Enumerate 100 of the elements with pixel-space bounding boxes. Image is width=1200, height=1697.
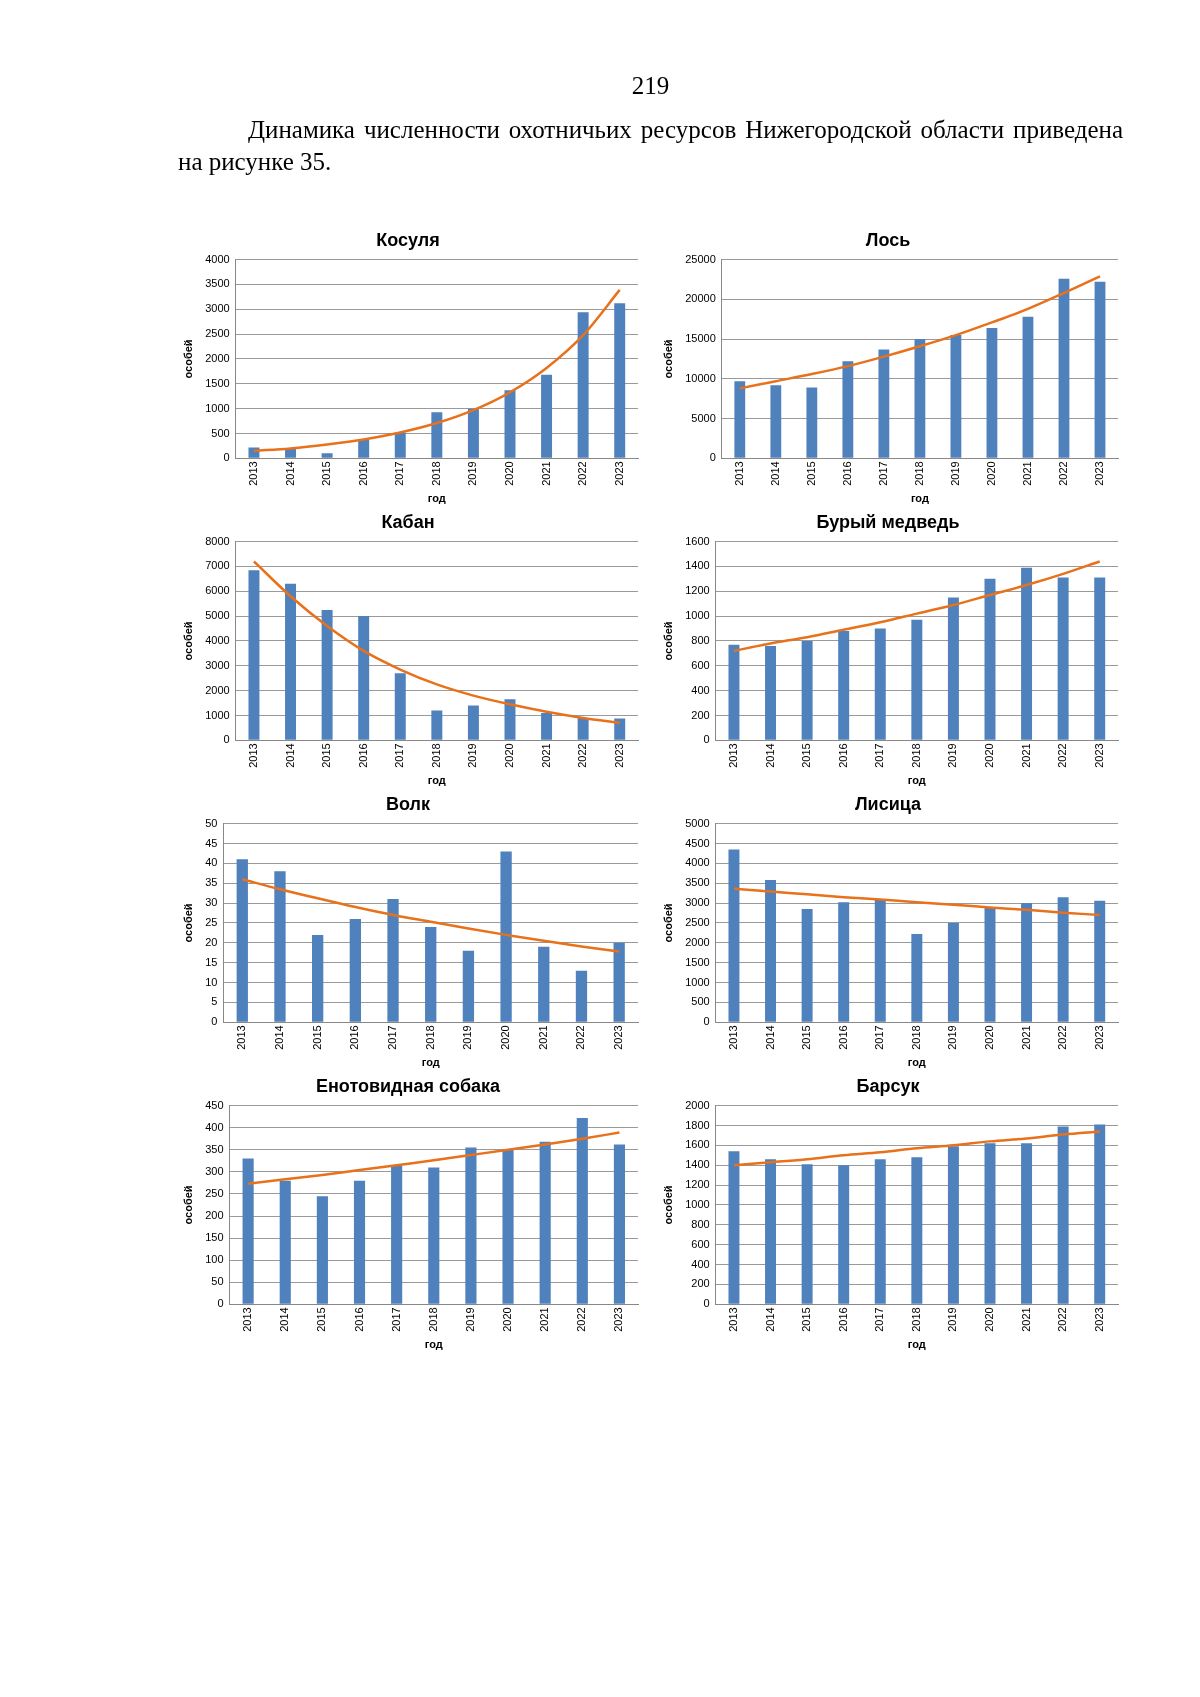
y-tick-label: 0	[709, 451, 716, 464]
y-tick-label: 6000	[205, 584, 230, 597]
chart-title: Кабан	[381, 511, 435, 532]
y-axis-title: особей	[661, 903, 674, 943]
bar	[236, 859, 248, 1022]
line-series	[732, 1130, 1101, 1167]
bar	[838, 902, 850, 1022]
bar	[728, 644, 740, 740]
bar	[838, 631, 850, 740]
y-tick-label: 3000	[205, 658, 230, 671]
bar	[614, 718, 626, 740]
x-tick-label: 2019	[463, 1307, 476, 1332]
y-tick-label: 10000	[685, 371, 716, 384]
x-tick-label: 2023	[1093, 461, 1106, 486]
y-tick-label: 45	[205, 836, 218, 849]
bar	[874, 899, 886, 1022]
y-tick-label: 50	[205, 816, 218, 829]
bar	[1058, 278, 1070, 458]
bar	[801, 640, 813, 740]
x-tick-label: 2018	[909, 743, 922, 768]
x-tick-label: 2020	[983, 743, 996, 768]
x-tick-label: 2018	[909, 1025, 922, 1050]
x-tick-label: 2018	[909, 1307, 922, 1332]
y-tick-label: 7000	[205, 559, 230, 572]
y-tick-label: 3000	[685, 896, 710, 909]
bar	[1094, 1124, 1106, 1304]
x-tick-label: 2020	[983, 1307, 996, 1332]
x-tick-label: 2015	[320, 461, 333, 486]
y-tick-label: 200	[691, 1277, 710, 1290]
y-tick-label: 1000	[205, 401, 230, 414]
x-tick-label: 2015	[800, 1307, 813, 1332]
x-tick-label: 2018	[429, 743, 442, 768]
x-tick-label: 2019	[946, 743, 959, 768]
x-tick-label: 2013	[241, 1307, 254, 1332]
x-tick-label: 2018	[429, 461, 442, 486]
bar	[431, 710, 443, 740]
x-tick-label: 2021	[539, 461, 552, 486]
bar	[911, 619, 923, 740]
bar	[321, 453, 333, 458]
y-tick-label: 1000	[685, 609, 710, 622]
x-tick-label: 2014	[278, 1307, 291, 1332]
bar	[431, 412, 443, 458]
y-tick-label: 400	[205, 1120, 224, 1133]
y-tick-label: 2500	[205, 327, 230, 340]
bar	[538, 946, 550, 1022]
x-tick-label: 2016	[836, 1307, 849, 1332]
text: 219	[630, 71, 671, 101]
x-tick-label: 2021	[1019, 1025, 1032, 1050]
bar	[467, 705, 479, 740]
x-tick-label: 2017	[393, 461, 406, 486]
y-tick-label: 3500	[205, 277, 230, 290]
bar	[1094, 577, 1106, 740]
x-tick-label: 2023	[612, 743, 625, 768]
x-tick-label: 2022	[1056, 1025, 1069, 1050]
bar	[358, 616, 370, 740]
bar	[765, 645, 777, 740]
y-tick-label: 150	[205, 1231, 224, 1244]
x-tick-label: 2016	[356, 743, 369, 768]
x-tick-label: 2022	[574, 1025, 587, 1050]
y-tick-label: 20	[205, 935, 218, 948]
y-tick-label: 1000	[205, 708, 230, 721]
y-tick-label: 10	[205, 975, 218, 988]
y-tick-label: 1600	[685, 534, 710, 547]
x-tick-label: 2016	[836, 1025, 849, 1050]
bar	[502, 1149, 514, 1304]
y-tick-label: 2000	[685, 1098, 710, 1111]
y-axis-title: особей	[661, 1185, 674, 1225]
bar	[1022, 316, 1034, 458]
y-tick-label: 30	[205, 896, 218, 909]
bar	[806, 387, 818, 458]
bar	[541, 374, 553, 458]
y-tick-label: 500	[691, 995, 710, 1008]
bar	[274, 871, 286, 1022]
x-tick-label: 2016	[836, 743, 849, 768]
bar	[500, 851, 512, 1022]
bar	[770, 385, 782, 458]
x-tick-label: 2022	[575, 1307, 588, 1332]
bar	[613, 942, 625, 1022]
y-tick-label: 3500	[685, 876, 710, 889]
bar	[984, 907, 996, 1022]
y-tick-label: 250	[205, 1186, 224, 1199]
y-tick-label: 1400	[685, 559, 710, 572]
bar	[349, 918, 361, 1022]
x-tick-label: 2018	[423, 1025, 436, 1050]
bar	[1021, 567, 1033, 740]
x-tick-label: 2020	[501, 1307, 514, 1332]
y-tick-label: 40	[205, 856, 218, 869]
x-tick-label: 2015	[320, 743, 333, 768]
x-tick-label: 2015	[800, 1025, 813, 1050]
y-axis-title: особей	[661, 339, 674, 379]
bar	[394, 673, 406, 740]
x-tick-label: 2021	[539, 743, 552, 768]
y-tick-label: 0	[211, 1015, 218, 1028]
y-tick-label: 15	[205, 955, 218, 968]
x-tick-label: 2013	[732, 461, 745, 486]
y-tick-label: 200	[205, 1209, 224, 1222]
x-tick-label: 2014	[763, 743, 776, 768]
bar	[914, 339, 926, 458]
y-tick-label: 5000	[685, 816, 710, 829]
x-tick-label: 2020	[499, 1025, 512, 1050]
